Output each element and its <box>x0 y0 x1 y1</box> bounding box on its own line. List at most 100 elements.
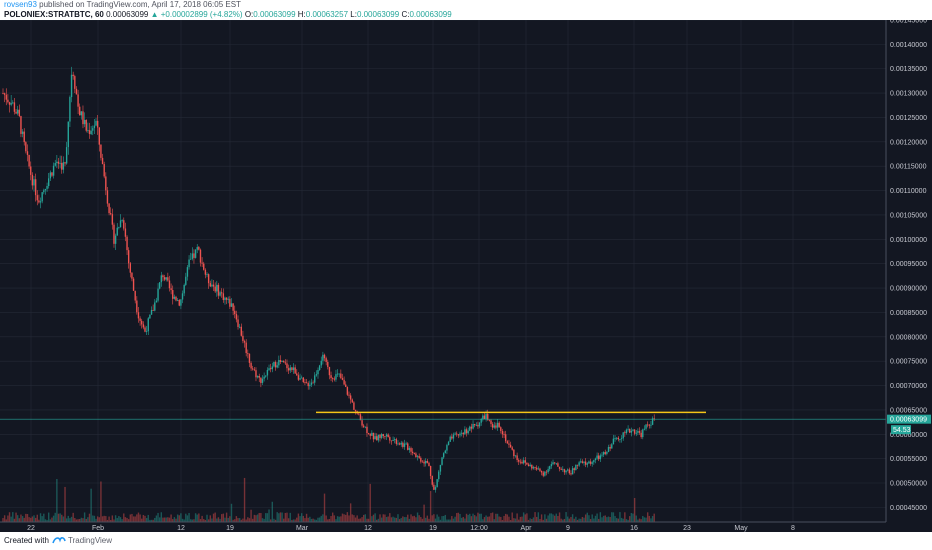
volume-bar <box>145 518 148 522</box>
candle-body <box>624 432 626 434</box>
volume-bar <box>371 516 373 522</box>
volume-bar <box>609 516 611 522</box>
volume-bar <box>276 512 278 522</box>
candle-body <box>343 379 345 385</box>
volume-bar <box>297 513 300 522</box>
candle-body <box>366 426 368 434</box>
time-axis[interactable] <box>0 522 886 532</box>
volume-bar <box>635 515 637 522</box>
author-link[interactable]: rovsen93 <box>4 0 37 9</box>
candle-body <box>209 283 211 287</box>
candle-body <box>531 464 533 469</box>
volume-bar <box>222 513 225 522</box>
candle-body <box>150 309 153 315</box>
candle-body <box>328 367 331 376</box>
volume-bar <box>83 512 86 522</box>
volume-bar <box>10 516 12 522</box>
volume-bar <box>266 513 269 522</box>
x-tick-label: 8 <box>791 525 795 532</box>
candle-body <box>534 467 536 468</box>
volume-bar <box>413 515 415 522</box>
candle-body <box>219 292 221 296</box>
candle-body <box>508 443 510 445</box>
candle-body <box>544 471 546 476</box>
candle-body <box>299 378 301 380</box>
volume-bar <box>578 518 580 522</box>
volume-bar <box>501 519 504 522</box>
candle-body <box>234 310 236 315</box>
candle-body <box>588 461 590 464</box>
volume-bar <box>539 518 541 522</box>
current-price-tag-text: 0.00063099 <box>890 417 927 424</box>
volume-bar <box>163 517 166 522</box>
candle-body <box>578 462 580 466</box>
y-tick-label: 0.00140000 <box>890 42 927 49</box>
candle-body <box>547 469 549 473</box>
y-tick-label: 0.00090000 <box>890 286 927 293</box>
volume-bar <box>648 515 651 522</box>
y-tick-label: 0.00045000 <box>890 505 927 512</box>
volume-bar <box>310 518 313 522</box>
x-tick-label: 9 <box>566 525 570 532</box>
volume-bar <box>119 517 122 522</box>
volume-bar <box>537 512 540 522</box>
candle-body <box>571 468 574 475</box>
candle-body <box>235 314 238 320</box>
candle-body <box>340 373 342 379</box>
candle-body <box>518 459 520 462</box>
volume-bar <box>599 512 602 522</box>
volume-bar <box>8 512 11 522</box>
volume-bar <box>518 519 520 522</box>
volume-bar <box>343 514 345 522</box>
y-axis-labels: 0.00145000 0.00140000 0.00135000 0.00130000… <box>890 20 927 512</box>
candle-body <box>348 394 350 396</box>
volume-bar <box>248 518 251 522</box>
volume-bar <box>235 516 238 522</box>
volume-bar <box>268 509 270 522</box>
y-tick-label: 0.00065000 <box>890 407 927 414</box>
volume-bar <box>531 519 533 522</box>
candle-body <box>376 436 378 441</box>
volume-bar <box>611 512 613 522</box>
candle-body <box>456 433 458 435</box>
tradingview-logo-icon[interactable] <box>52 535 66 545</box>
candle-body <box>629 428 631 433</box>
y-tick-label: 0.00145000 <box>890 20 927 25</box>
volume-bar <box>545 518 548 522</box>
volume-bar <box>651 516 654 522</box>
volume-bar <box>544 514 546 522</box>
volume-bar <box>103 515 105 522</box>
candle-body <box>462 432 464 435</box>
candle-body <box>467 430 469 434</box>
candle-body <box>111 214 114 225</box>
volume-bar <box>646 512 649 522</box>
price-axis[interactable] <box>886 20 932 532</box>
volume-bar <box>286 512 288 522</box>
candle-body <box>155 300 158 303</box>
volume-bar <box>131 513 133 522</box>
candle-body <box>602 452 605 455</box>
price-chart[interactable]: 0.00145000 0.00140000 0.00135000 0.00130000… <box>0 20 932 532</box>
volume-bar <box>615 518 618 522</box>
candle-body <box>230 303 233 307</box>
candle-body <box>379 434 381 438</box>
candle-body <box>580 461 582 463</box>
candle-body <box>392 440 394 441</box>
candle-body <box>82 111 84 125</box>
tradingview-brand[interactable]: TradingView <box>68 536 113 545</box>
candle-body <box>7 99 9 103</box>
volume-bar <box>59 513 61 522</box>
candle-body <box>594 458 597 461</box>
volume-bar <box>139 514 141 522</box>
volume-bar <box>397 514 399 522</box>
candle-body <box>400 442 402 445</box>
volume-bar <box>576 519 579 522</box>
candle-body <box>469 426 471 431</box>
volume-bar <box>376 519 378 522</box>
candle-body <box>473 423 476 426</box>
volume-bar <box>573 518 575 522</box>
volume-bar <box>407 514 409 522</box>
candle-body <box>256 375 259 378</box>
candle-body <box>403 443 406 447</box>
candle-body <box>586 463 588 465</box>
